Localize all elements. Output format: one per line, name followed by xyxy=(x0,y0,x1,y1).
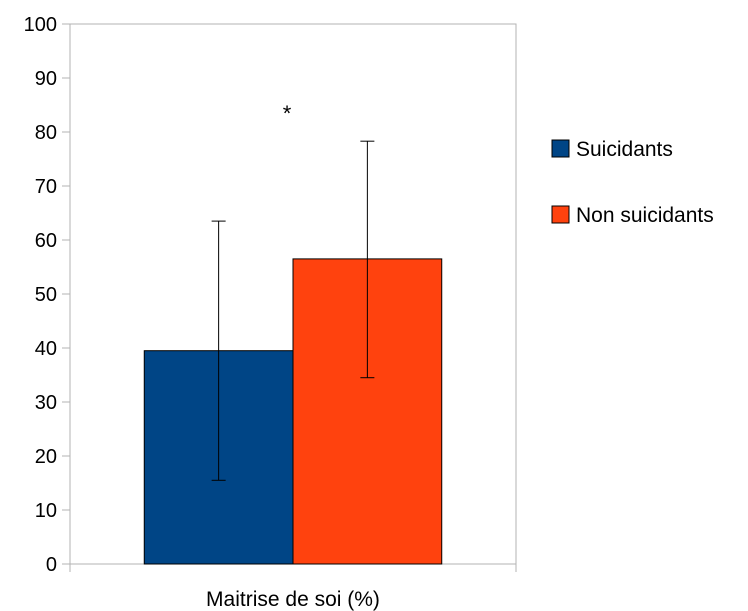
legend-label-1: Non suicidants xyxy=(576,204,714,227)
x-axis: Maitrise de soi (%) xyxy=(69,563,517,611)
y-tick-label: 100 xyxy=(24,14,57,36)
error-bars xyxy=(211,140,375,481)
y-tick-label: 20 xyxy=(35,446,57,468)
y-tick-label: 0 xyxy=(46,554,57,576)
y-axis: 0 10 20 30 40 50 60 70 80 90 100 xyxy=(24,14,71,576)
y-tick-label: 80 xyxy=(35,122,57,144)
y-tick-label: 60 xyxy=(35,230,57,252)
y-tick-label: 10 xyxy=(35,500,57,522)
y-tick-label: 40 xyxy=(35,338,57,360)
legend-swatch-1 xyxy=(551,205,570,224)
x-category-label: Maitrise de soi (%) xyxy=(206,588,380,611)
y-tick-label: 70 xyxy=(35,176,57,198)
y-tick-label: 50 xyxy=(35,284,57,306)
legend-label-0: Suicidants xyxy=(576,138,673,161)
legend: Suicidants Non suicidants xyxy=(551,138,714,227)
y-tick-label: 30 xyxy=(35,392,57,414)
y-tick-label: 90 xyxy=(35,68,57,90)
bars xyxy=(143,258,443,565)
significance-marker: * xyxy=(283,101,292,126)
legend-swatch-0 xyxy=(551,139,570,158)
